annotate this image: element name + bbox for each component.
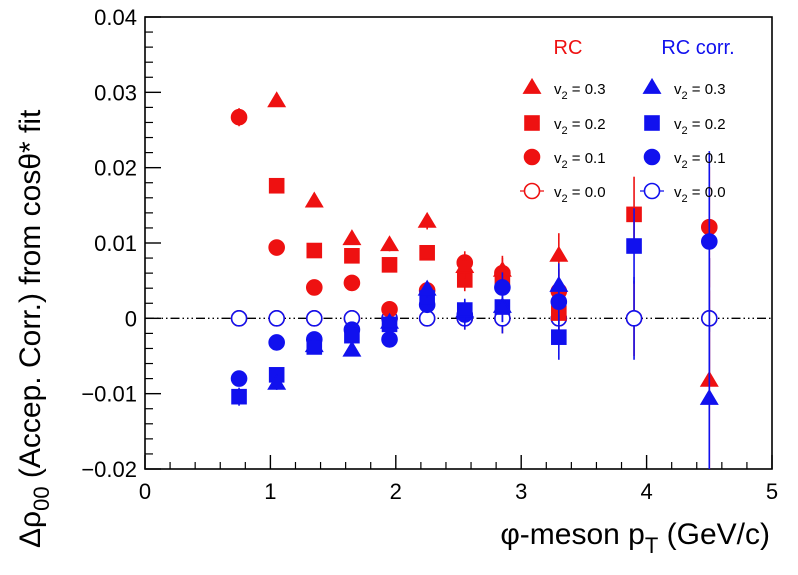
data-point — [268, 239, 285, 256]
legend-entry: v2 = 0.2 — [644, 115, 726, 137]
legend-marker — [523, 182, 541, 200]
data-point — [306, 242, 323, 259]
data-point — [268, 334, 285, 351]
y-tick-label: 0.04 — [94, 5, 137, 30]
x-tick-label: 0 — [139, 479, 151, 504]
data-point — [304, 191, 324, 208]
data-point — [417, 279, 437, 296]
data-point — [455, 257, 475, 274]
data-point — [381, 257, 398, 273]
legend-entry: v2 = 0.0 — [520, 182, 606, 205]
data-point — [342, 340, 362, 357]
legend-marker — [644, 115, 660, 131]
legend-entry: v2 = 0.3 — [642, 77, 726, 102]
y-tick-label: 0.02 — [94, 156, 137, 181]
legend-label: v2 = 0.0 — [674, 184, 726, 205]
data-point — [344, 327, 360, 344]
legend-label: v2 = 0.3 — [554, 81, 606, 102]
data-point — [305, 279, 323, 296]
data-point — [700, 233, 718, 250]
legend-marker — [523, 148, 541, 166]
y-axis-title-subscript: 00 — [29, 486, 54, 510]
y-tick-label: 0 — [125, 306, 137, 331]
legend: RC RC corr. v2 = 0.3 v2 = 0.2 v2 = 0.1 v2 = 0… — [520, 37, 735, 205]
data-point — [380, 235, 400, 252]
data-point — [267, 373, 287, 390]
legend-entry: v2 = 0.1 — [523, 148, 606, 171]
data-point — [625, 310, 643, 327]
data-marks-layer — [230, 91, 719, 469]
y-tick-label: 0.01 — [94, 231, 137, 256]
data-point — [268, 177, 285, 194]
legend-label: v2 = 0.2 — [674, 116, 726, 137]
data-point — [267, 91, 287, 108]
data-point — [419, 244, 435, 261]
data-point — [551, 329, 567, 345]
legend-label: v2 = 0.1 — [554, 150, 606, 171]
legend-marker — [643, 148, 661, 166]
x-tick-label: 1 — [264, 479, 276, 504]
legend-group-title: RC corr. — [661, 37, 734, 59]
legend-entry: v2 = 0.2 — [524, 115, 606, 137]
data-point — [549, 245, 569, 262]
legend-entry: v2 = 0.3 — [522, 77, 606, 102]
legend-label: v2 = 0.1 — [674, 150, 726, 171]
legend-marker — [642, 77, 662, 94]
data-point — [304, 336, 324, 353]
x-tick-label: 2 — [390, 479, 402, 504]
axes-layer: 0 1 2 3 4 5 −0.02 −0.01 0 0.01 0.02 0.03 0.04 — [81, 5, 778, 504]
legend-entry: v2 = 0.0 — [640, 182, 726, 205]
y-axis-title: Δρ00 (Accep. Corr.) from cosθ* fit — [14, 109, 54, 548]
data-point — [230, 108, 248, 126]
data-point — [549, 275, 569, 292]
data-point — [305, 310, 323, 327]
data-point — [342, 229, 362, 246]
data-point — [344, 248, 360, 264]
y-tick-label: 0.03 — [94, 80, 137, 105]
data-point — [230, 310, 248, 327]
data-point — [417, 211, 437, 228]
legend-marker — [524, 115, 540, 131]
data-point — [343, 274, 361, 292]
data-point — [699, 388, 719, 405]
data-point — [492, 296, 512, 313]
legend-marker — [643, 182, 661, 200]
x-tick-label: 5 — [766, 479, 778, 504]
x-axis-title: φ-meson pT (GeV/c) — [500, 518, 770, 558]
data-point — [268, 310, 285, 327]
x-axis-title-subscript: T — [645, 533, 658, 558]
series-rc-v2-0-1 — [230, 108, 718, 318]
data-point — [418, 310, 436, 327]
series-rc-corr-v2-0-2 — [231, 208, 642, 406]
y-tick-label: −0.01 — [81, 382, 137, 407]
series-rc-corr-v2-0-3 — [267, 263, 719, 469]
data-point — [380, 312, 400, 329]
data-point — [455, 301, 475, 318]
data-point — [381, 331, 398, 348]
y-tick-label: −0.02 — [81, 457, 137, 482]
legend-marker — [522, 77, 542, 94]
data-point — [626, 238, 642, 254]
data-point — [231, 388, 247, 405]
data-point — [230, 370, 248, 387]
legend-group-title: RC — [554, 37, 583, 59]
x-tick-label: 4 — [640, 479, 652, 504]
legend-label: v2 = 0.0 — [554, 184, 606, 205]
series-rc-corr-v2-0-1 — [230, 151, 718, 387]
legend-label: v2 = 0.3 — [674, 81, 726, 102]
legend-entry: v2 = 0.1 — [643, 148, 726, 171]
x-tick-label: 3 — [515, 479, 527, 504]
legend-label: v2 = 0.2 — [554, 116, 606, 137]
